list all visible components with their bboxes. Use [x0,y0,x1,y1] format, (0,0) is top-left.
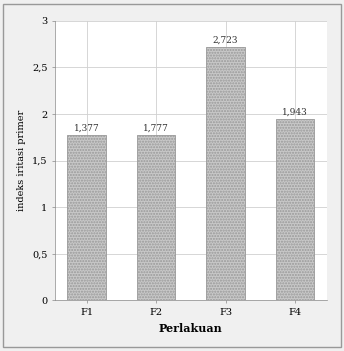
Bar [206,47,245,300]
Bar [137,135,175,300]
Y-axis label: indeks iritasi primer: indeks iritasi primer [17,110,26,211]
Bar [276,119,314,300]
Text: 1,943: 1,943 [282,108,308,117]
Text: 1,777: 1,777 [143,124,169,133]
X-axis label: Perlakuan: Perlakuan [159,323,223,333]
Text: 2,723: 2,723 [213,35,238,44]
Bar [67,135,106,300]
Text: 1,377: 1,377 [74,124,99,133]
